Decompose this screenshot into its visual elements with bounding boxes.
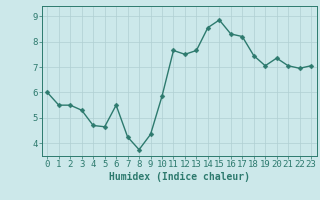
X-axis label: Humidex (Indice chaleur): Humidex (Indice chaleur) (109, 172, 250, 182)
